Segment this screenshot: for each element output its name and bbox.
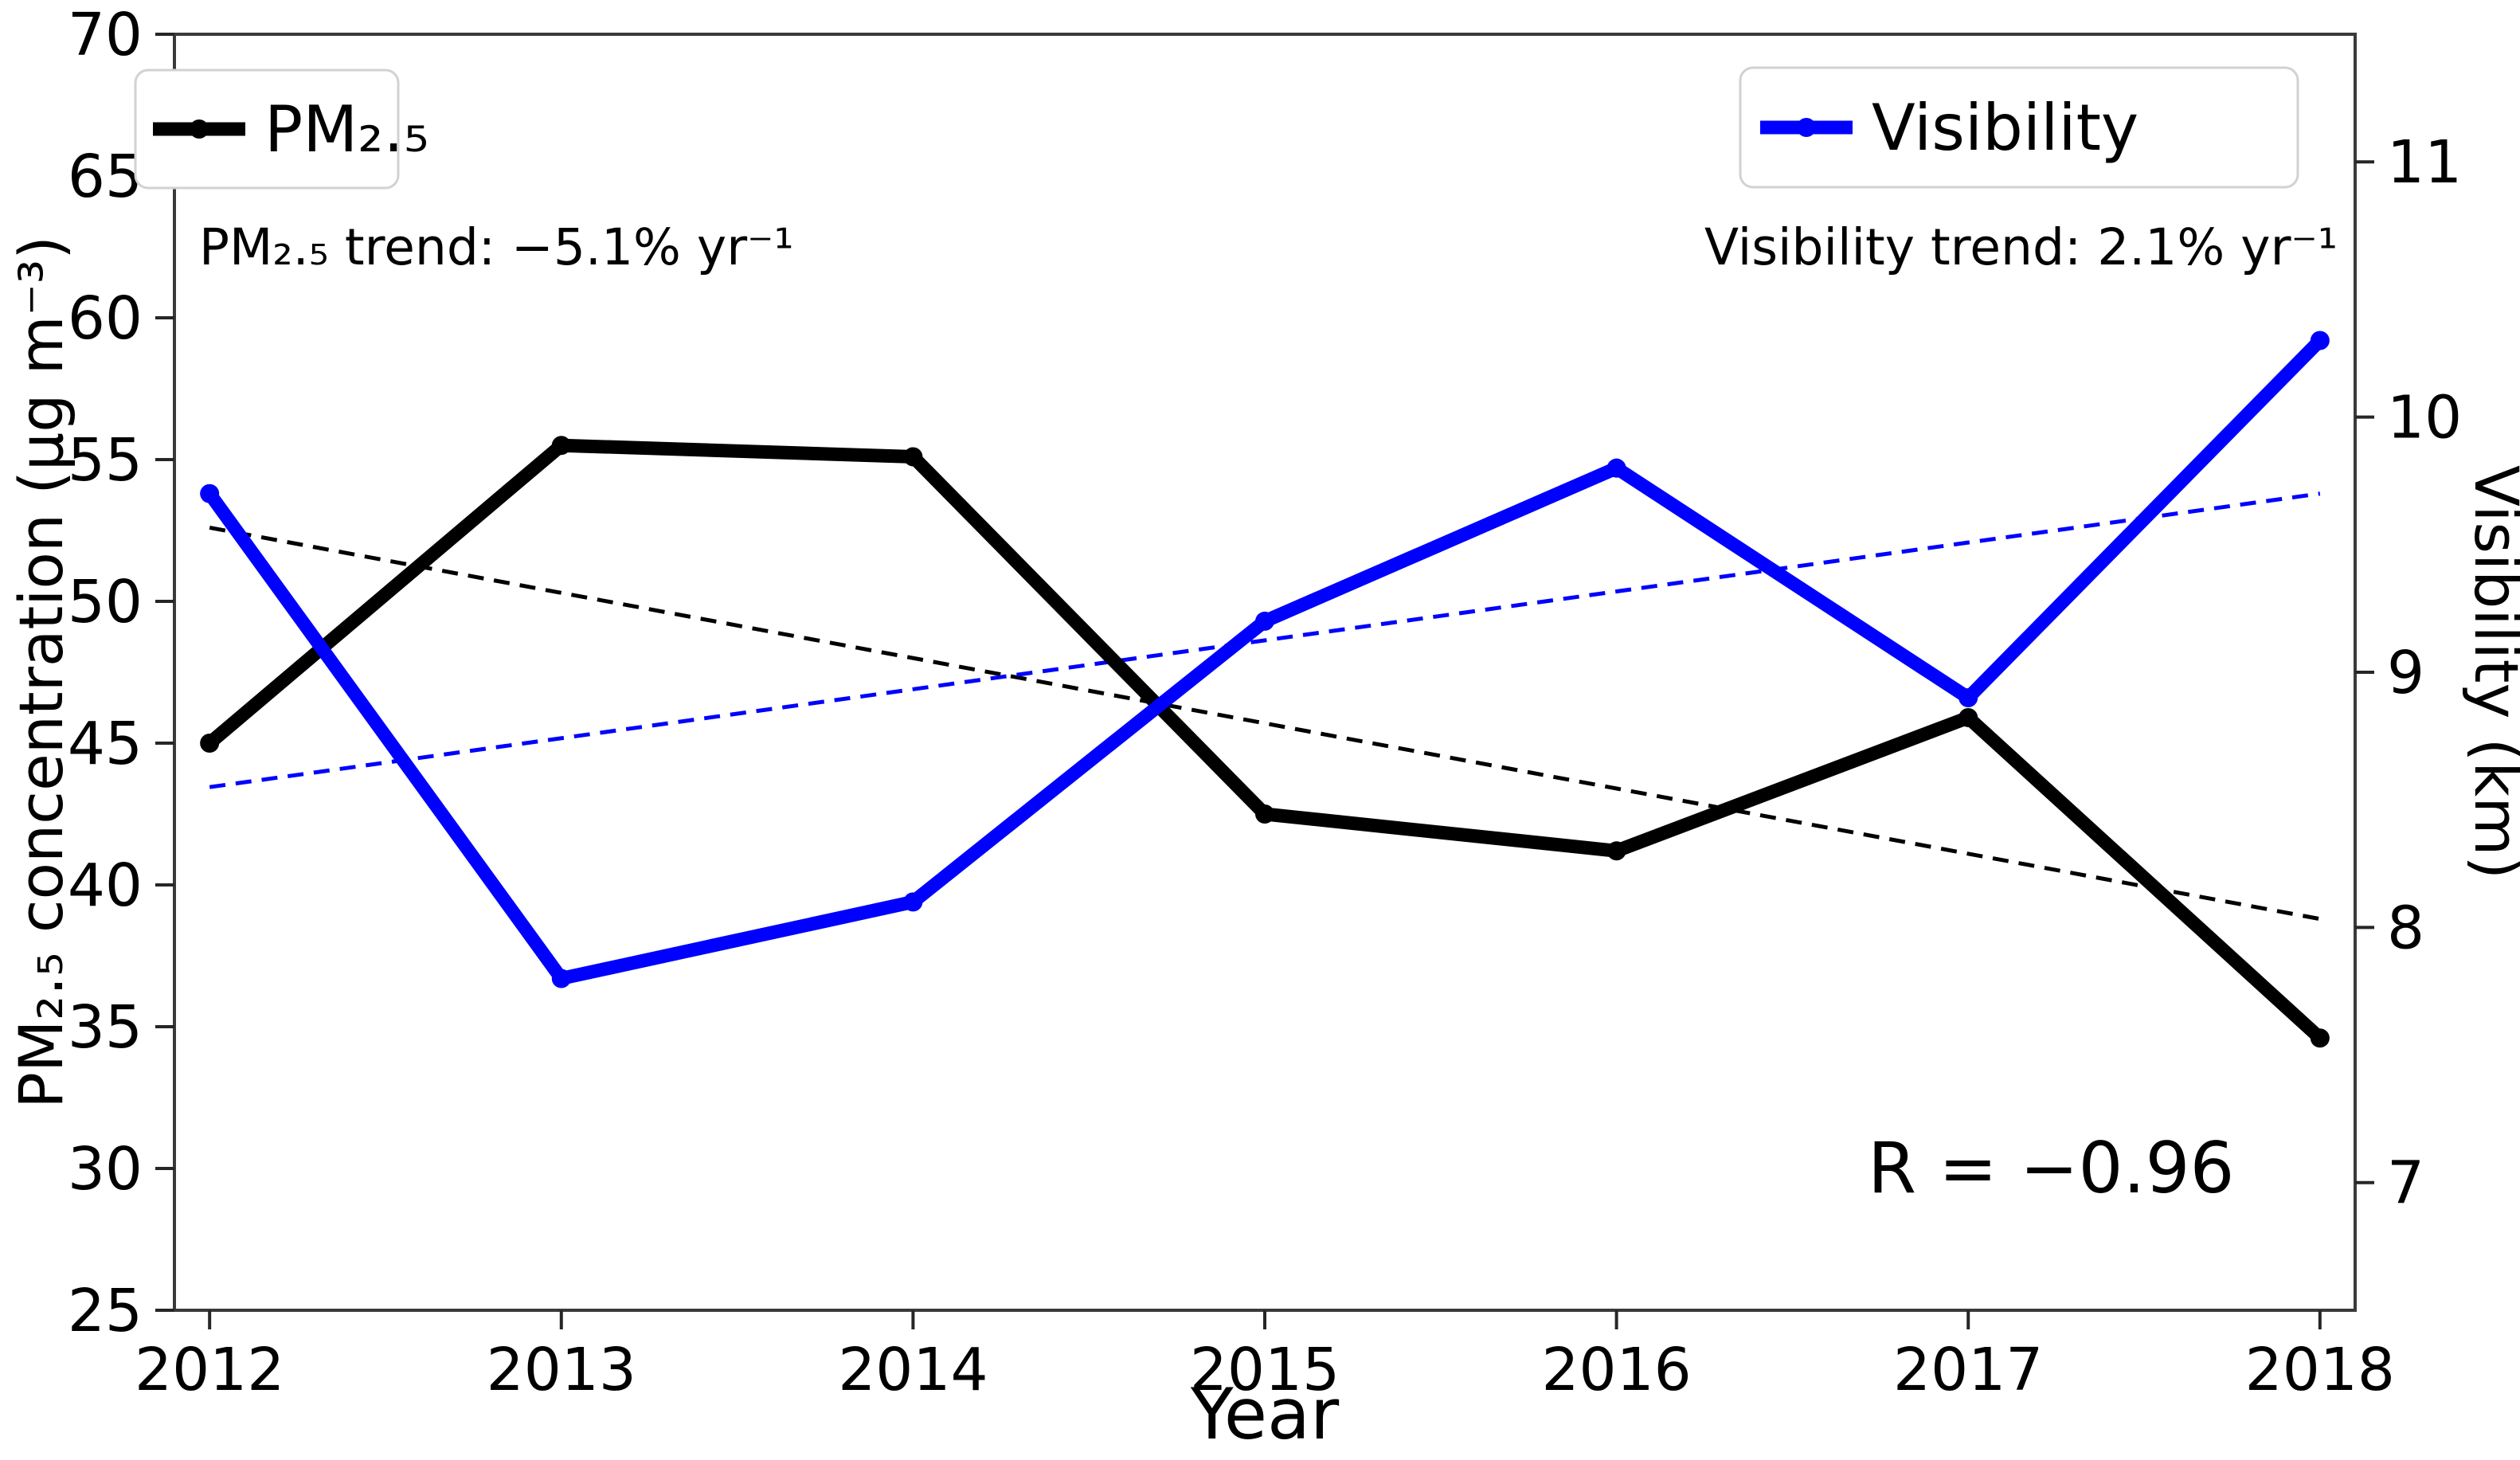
visibility-point xyxy=(1606,458,1626,478)
right-axis-ticks: 7 8 9 10 11 xyxy=(2355,128,2462,1218)
left-tick-label: 70 xyxy=(68,1,143,69)
left-tick-label: 40 xyxy=(68,851,143,920)
visibility-point xyxy=(2310,331,2330,350)
left-axis-ticks: 25 30 35 40 45 50 55 60 65 70 xyxy=(68,1,174,1345)
x-tick-label: 2014 xyxy=(838,1336,988,1404)
left-axis-label: PM₂.₅ concentration (µg m⁻³) xyxy=(6,236,76,1109)
right-tick-label: 11 xyxy=(2387,128,2462,197)
pm25-point xyxy=(1958,707,1978,727)
left-tick-label: 30 xyxy=(68,1135,143,1204)
legend-visibility-label: Visibility xyxy=(1872,91,2138,165)
right-tick-label: 10 xyxy=(2387,384,2462,452)
pm25-point xyxy=(1255,804,1274,824)
data-series xyxy=(200,331,2330,1048)
right-tick-label: 9 xyxy=(2387,639,2424,707)
pm25-point xyxy=(2310,1028,2330,1048)
visibility-trend-label: Visibility trend: 2.1% yr⁻¹ xyxy=(1704,218,2338,276)
trend-lines xyxy=(209,491,2321,922)
visibility-point xyxy=(903,892,923,912)
right-axis-label: Visibility (km) xyxy=(2461,465,2520,879)
legend-visibility-marker xyxy=(1797,118,1816,137)
visibility-point xyxy=(1958,688,1978,708)
x-tick-label: 2013 xyxy=(487,1336,636,1404)
right-tick-label: 7 xyxy=(2387,1149,2424,1218)
pm25-trend xyxy=(209,525,2321,922)
left-tick-label: 35 xyxy=(68,993,143,1062)
legend-pm25: PM₂.₅ xyxy=(134,68,429,190)
left-tick-label: 55 xyxy=(68,426,143,495)
pm25-point xyxy=(551,436,571,456)
correlation-label: R = −0.96 xyxy=(1868,1127,2235,1209)
visibility-point xyxy=(551,969,571,988)
pm25-trend-label: PM₂.₅ trend: −5.1% yr⁻¹ xyxy=(199,218,794,276)
x-tick-label: 2012 xyxy=(135,1336,284,1404)
right-tick-label: 8 xyxy=(2387,894,2424,962)
left-tick-label: 60 xyxy=(68,284,143,353)
legend-pm25-box xyxy=(134,68,400,190)
pm25-point xyxy=(903,447,923,467)
left-tick-label: 25 xyxy=(68,1277,143,1345)
x-tick-label: 2016 xyxy=(1541,1336,1691,1404)
visibility-point xyxy=(200,483,220,503)
legend-pm25-marker xyxy=(190,119,209,139)
pm25-point xyxy=(1606,841,1626,861)
legend-visibility: Visibility xyxy=(1739,66,2299,189)
left-tick-label: 65 xyxy=(68,143,143,211)
legend-pm25-label: PM₂.₅ xyxy=(264,92,429,166)
visibility-point xyxy=(1255,611,1274,631)
visibility-line xyxy=(202,333,2327,985)
x-tick-label: 2017 xyxy=(1893,1336,2043,1404)
left-tick-label: 50 xyxy=(68,568,143,636)
visibility-trend xyxy=(209,491,2321,789)
left-tick-label: 45 xyxy=(68,710,143,778)
x-axis-label: Year xyxy=(1190,1373,1340,1455)
x-tick-label: 2018 xyxy=(2245,1336,2395,1404)
pm25-point xyxy=(200,734,220,753)
x-axis-ticks: 2012 2013 2014 2015 2016 2017 2018 xyxy=(135,1310,2395,1404)
legend-visibility-box xyxy=(1739,66,2299,189)
x-tick-label: 2015 xyxy=(1190,1336,1340,1404)
